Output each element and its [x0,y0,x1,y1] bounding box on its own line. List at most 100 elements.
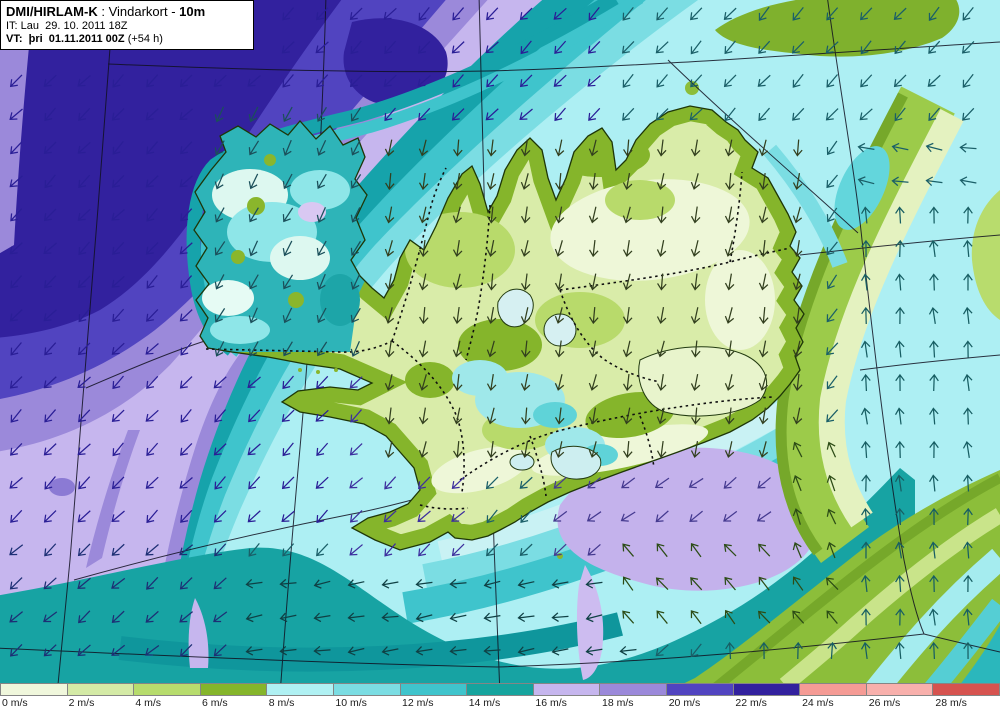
wind-arrow [248,409,261,423]
wind-speed-legend: 0 m/s 2 m/s 4 m/s 6 m/s 8 m/s 10 m/s 12 m/s 14 … [0,683,1000,710]
wind-arrow [179,643,193,657]
wind-arrow [44,174,56,189]
wind-arrow [827,641,837,660]
wind-arrow [483,579,501,589]
wind-arrow [655,510,669,523]
wind-arrow [418,107,431,121]
wind-arrow [520,206,531,224]
wind-arrow [486,340,497,358]
wind-arrow [486,543,499,557]
wind-arrow [282,207,294,223]
wind-arrow [723,7,737,20]
wind-arrow [758,374,769,391]
wind-arrow [315,41,329,54]
wind-arrow [316,375,329,389]
wind-arrow [622,373,633,392]
wind-arrow [619,645,637,656]
legend-label-7: 14 m/s [468,697,501,709]
wind-arrow [213,644,227,657]
wind-arrow [826,508,837,525]
wind-arrow [963,574,973,593]
wind-arrow [77,74,91,87]
wind-arrow [621,40,635,54]
wind-arrow [723,476,737,489]
wind-arrow [10,208,23,222]
wind-arrow [248,476,261,490]
wind-arrow [77,141,91,154]
wind-arrow [281,476,295,490]
wind-arrow [825,108,839,121]
wind-arrow [519,74,533,88]
wind-arrow [656,440,667,459]
wind-arrow [656,139,667,157]
wind-arrow [857,176,875,186]
wind-arrow [145,476,159,489]
wind-arrow [43,577,57,590]
wind-arrow [826,610,838,624]
wind-arrow [350,174,362,189]
wind-arrow [793,641,803,660]
wind-arrow [282,106,293,123]
legend-label-3: 6 m/s [202,697,228,709]
wind-arrow [77,644,91,657]
wind-arrow [146,274,158,289]
wind-arrow [111,208,125,221]
wind-arrow [347,612,365,623]
wind-arrow [929,407,939,425]
wind-arrow [452,373,463,392]
wind-arrow [418,340,429,358]
wind-arrow [554,273,565,291]
wind-arrow [690,40,702,55]
wind-arrow [449,578,467,589]
wind-arrow [622,576,634,591]
init-time-line: IT: Lau 29. 10. 2011 18Z [6,20,128,32]
wind-arrow [586,511,602,522]
wind-arrow [623,139,633,157]
wind-arrow [179,544,194,556]
wind-arrow [349,510,363,523]
wind-arrow [316,240,327,257]
wind-arrow [826,308,838,323]
wind-arrow [963,608,973,626]
wind-arrow [962,107,975,121]
wind-arrow [826,7,839,21]
legend-label-row: 0 m/s 2 m/s 4 m/s 6 m/s 8 m/s 10 m/s 12 m/s 14 … [0,696,1000,709]
wind-arrow [44,342,57,356]
wind-arrow [9,577,23,590]
wind-arrow [757,477,771,489]
wind-arrow [486,139,497,157]
wind-arrow [758,273,769,291]
wind-arrow [452,7,465,21]
wind-arrow [860,641,871,660]
wind-arrow [587,74,601,87]
valid-time-line: VT: þri 01.11.2011 00Z (+54 h) [6,33,163,45]
wind-arrow [791,40,805,54]
wind-arrow [517,579,535,589]
wind-arrow [520,307,531,324]
wind-arrow [316,442,329,456]
wind-arrow [418,206,429,224]
wind-arrow [248,140,260,156]
wind-arrow [895,273,905,291]
wind-arrow [520,139,531,157]
wind-arrow [929,474,939,492]
wind-arrow [9,643,23,657]
wind-arrow [111,577,126,589]
wind-arrow [78,107,91,121]
wind-arrow [417,74,431,87]
wind-arrow [43,644,57,657]
wind-arrow [656,307,667,325]
wind-arrow [656,407,667,425]
wind-arrow [826,74,838,88]
legend-label-2: 4 m/s [135,697,162,709]
wind-arrow [553,74,567,87]
wind-arrow [451,476,465,489]
wind-arrow [894,107,906,122]
wind-arrow [245,646,263,656]
wind-arrow [9,544,24,556]
wind-arrow [587,477,601,489]
wind-arrow [214,274,225,290]
wind-arrow [895,574,905,593]
wind-arrow [213,376,227,389]
wind-arrow [350,207,361,223]
